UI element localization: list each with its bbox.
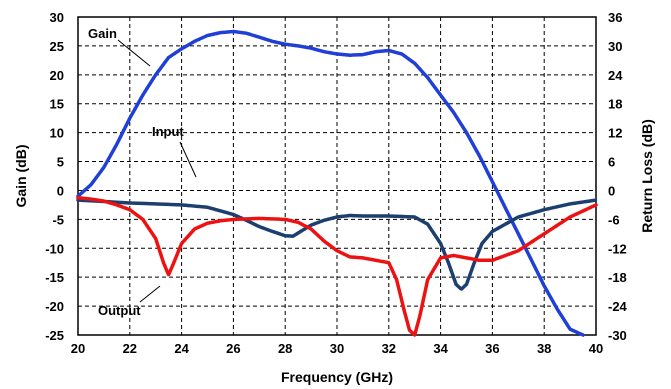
x-tick-labels: 20 22 24 26 28 30 32 34 36 38 40 [71,341,603,356]
y2-tick-label: 18 [608,97,622,112]
x-tick-label: 32 [382,341,396,356]
annotation-gain: Gain [88,26,117,41]
y-tick-label: 15 [50,97,64,112]
y-tick-label: 10 [50,126,64,141]
y-tick-label: -10 [45,241,64,256]
annotation-input-pointer [179,141,197,178]
x-tick-label: 20 [71,341,85,356]
grid [78,17,596,335]
x-tick-label: 22 [123,341,137,356]
x-tick-label: 38 [537,341,551,356]
y-tick-label: -15 [45,270,64,285]
y2-tick-label: 30 [608,39,622,54]
y-tick-label: 5 [57,155,64,170]
y2-tick-labels: 36 30 24 18 12 6 0 -6 -12 -18 -24 -30 [608,10,628,343]
y-tick-label: 20 [50,68,64,83]
y2-tick-label: 0 [608,183,615,198]
y2-tick-label: -6 [608,212,620,227]
annotation-output-pointer [139,285,161,303]
y-tick-label: 25 [50,39,64,54]
x-tick-label: 24 [174,341,189,356]
y-axis-title: Gain (dB) [13,145,29,208]
annotations: Gain Input Output [88,26,197,318]
y2-tick-label: -18 [608,270,627,285]
plot-frame [77,16,597,336]
y2-tick-label: -24 [608,299,628,314]
y2-tick-label: 6 [608,155,615,170]
y2-tick-label: 36 [608,10,622,25]
y2-axis-title: Return Loss (dB) [639,119,655,233]
annotation-input: Input [152,124,184,139]
y-tick-label: 0 [57,183,64,198]
x-tick-label: 40 [589,341,603,356]
y-tick-label: -20 [45,299,64,314]
x-tick-label: 30 [330,341,344,356]
y2-tick-label: -30 [608,328,627,343]
annotation-gain-pointer [117,39,151,67]
series-line-gain [76,29,585,337]
y-tick-label: -5 [52,212,64,227]
x-tick-label: 34 [433,341,448,356]
y2-tick-label: 12 [608,126,622,141]
y2-tick-label: 24 [608,68,623,83]
y-tick-label: -25 [45,328,64,343]
y-tick-label: 30 [50,10,64,25]
x-axis-title: Frequency (GHz) [281,369,393,385]
y2-tick-label: -12 [608,241,627,256]
x-tick-label: 26 [226,341,240,356]
series-line-output [76,195,598,337]
series-line-input [76,198,598,291]
x-tick-label: 36 [485,341,499,356]
x-tick-label: 28 [278,341,292,356]
annotation-output: Output [98,303,141,318]
series-layer [76,29,598,337]
y-tick-labels: 30 25 20 15 10 5 0 -5 -10 -15 -20 -25 [45,10,64,343]
